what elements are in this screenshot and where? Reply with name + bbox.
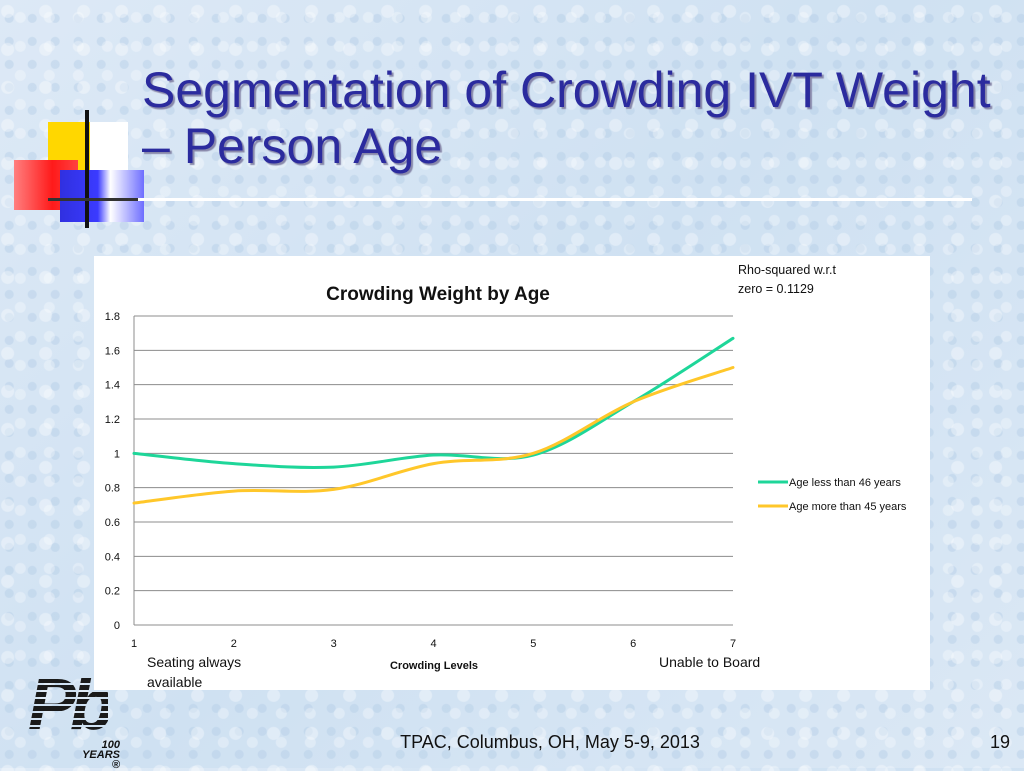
x-tick-label: 4 bbox=[430, 638, 436, 650]
series-line-0 bbox=[132, 336, 735, 469]
footer-text: TPAC, Columbus, OH, May 5-9, 2013 bbox=[400, 732, 700, 752]
y-tick-label: 1 bbox=[114, 448, 120, 460]
x-tick-label: 6 bbox=[630, 638, 636, 650]
y-tick-label: 1.4 bbox=[105, 380, 120, 392]
chart-panel: Crowding Weight by Age Rho-squared w.r.t… bbox=[94, 256, 930, 690]
x-note-right: Unable to Board bbox=[659, 654, 760, 670]
logo-mark: Pb bbox=[28, 665, 114, 745]
page-number: 19 bbox=[989, 732, 1010, 752]
y-tick-label: 1.6 bbox=[105, 345, 120, 357]
decor-vertical-line bbox=[85, 110, 89, 228]
decor-blue-square bbox=[60, 170, 144, 222]
y-tick-label: 0.6 bbox=[105, 517, 120, 529]
logo-years-label: YEARS ® bbox=[82, 749, 120, 771]
legend-label-1: Age more than 45 years bbox=[789, 501, 907, 513]
x-tick-label: 2 bbox=[231, 638, 237, 650]
x-note-left-line2: available bbox=[147, 674, 202, 690]
series-layer bbox=[132, 336, 735, 505]
company-logo: Pb 100 YEARS ® bbox=[20, 665, 120, 771]
series-line-1 bbox=[132, 366, 735, 505]
decor-white-square bbox=[90, 122, 128, 172]
slide-title: Segmentation of Crowding IVT Weight – Pe… bbox=[142, 62, 991, 174]
legend: Age less than 46 years Age more than 45 y… bbox=[758, 477, 907, 513]
x-note-left-line1: Seating always bbox=[147, 654, 241, 670]
logo-years-number: 100 bbox=[101, 739, 120, 751]
legend-label-0: Age less than 46 years bbox=[789, 477, 901, 489]
tick-layer: 0 0.2 0.4 0.6 0.8 1 1.2 1.4 1.6 1.8 1 2 3 4 5 6 7 bbox=[105, 311, 736, 650]
chart-title: Crowding Weight by Age bbox=[326, 284, 550, 305]
y-tick-label: 0.2 bbox=[105, 586, 120, 598]
title-underline bbox=[48, 198, 972, 201]
x-tick-label: 7 bbox=[730, 638, 736, 650]
y-tick-label: 0 bbox=[114, 620, 120, 632]
line-chart: Crowding Weight by Age Rho-squared w.r.t… bbox=[105, 263, 907, 690]
y-tick-label: 0.8 bbox=[105, 483, 120, 495]
y-tick-label: 1.8 bbox=[105, 311, 120, 323]
rho-annotation-line2: zero = 0.1129 bbox=[738, 282, 814, 296]
x-tick-label: 3 bbox=[331, 638, 337, 650]
x-tick-label: 5 bbox=[530, 638, 536, 650]
logo-years-badge: 100 YEARS ® bbox=[78, 739, 120, 771]
x-tick-label: 1 bbox=[131, 638, 137, 650]
y-tick-label: 1.2 bbox=[105, 414, 120, 426]
grid-layer bbox=[133, 315, 733, 626]
y-tick-label: 0.4 bbox=[105, 551, 120, 563]
rho-annotation-line1: Rho-squared w.r.t bbox=[738, 263, 836, 277]
x-axis-label: Crowding Levels bbox=[390, 660, 478, 672]
